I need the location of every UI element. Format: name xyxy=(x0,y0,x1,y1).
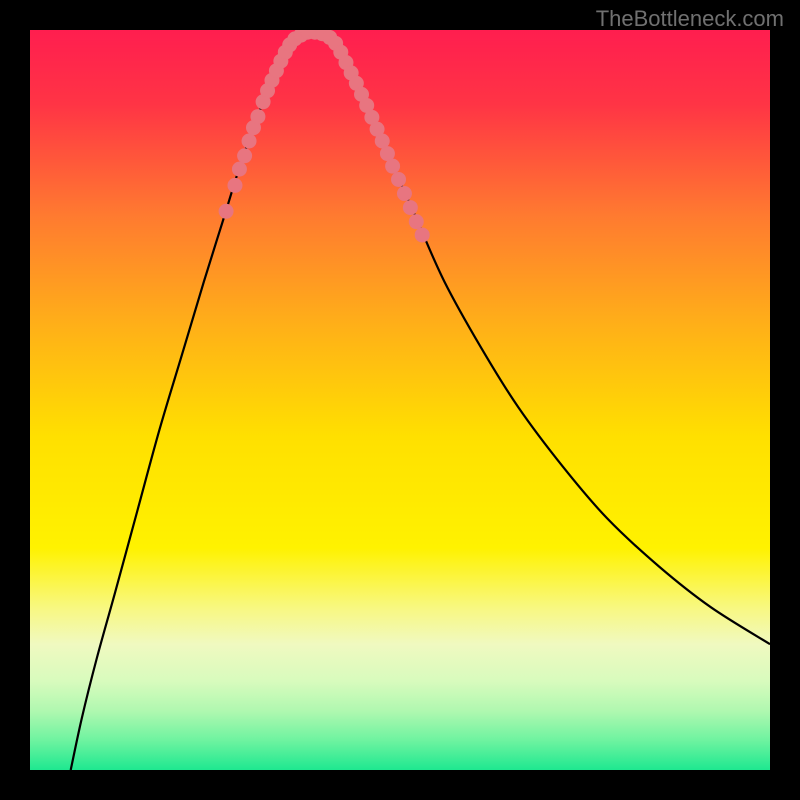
data-marker xyxy=(403,201,417,215)
data-marker xyxy=(232,162,246,176)
data-marker xyxy=(415,228,429,242)
data-marker xyxy=(238,149,252,163)
plot-area xyxy=(30,30,770,770)
gradient-background xyxy=(30,30,770,770)
data-marker xyxy=(375,134,389,148)
data-marker xyxy=(219,204,233,218)
chart-container: TheBottleneck.com xyxy=(0,0,800,800)
data-marker xyxy=(242,134,256,148)
data-marker xyxy=(397,187,411,201)
data-marker xyxy=(228,178,242,192)
data-marker xyxy=(380,147,394,161)
data-marker xyxy=(386,159,400,173)
data-marker xyxy=(251,110,265,124)
watermark-text: TheBottleneck.com xyxy=(596,6,784,32)
data-marker xyxy=(409,215,423,229)
chart-svg xyxy=(30,30,770,770)
data-marker xyxy=(392,172,406,186)
